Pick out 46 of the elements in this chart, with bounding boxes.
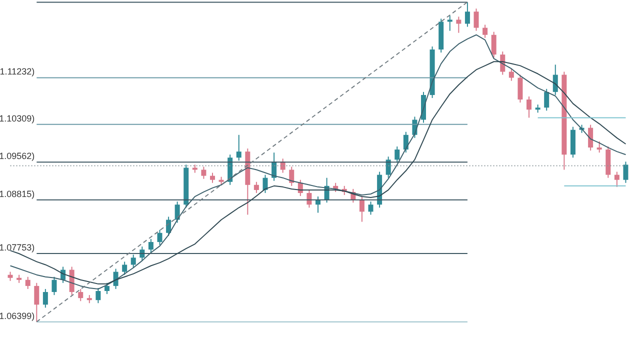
- candlestick: [456, 16, 462, 34]
- candlestick: [359, 196, 364, 222]
- candlestick: [210, 172, 215, 184]
- candlestick: [552, 64, 558, 96]
- candlestick: [596, 140, 602, 154]
- candlestick: [8, 271, 13, 282]
- ref-line-label: 1.11232): [0, 66, 35, 77]
- candlestick: [614, 171, 620, 188]
- ref-line-label: 1.08815): [0, 188, 35, 199]
- candlestick: [25, 276, 30, 290]
- candlestick: [386, 156, 391, 178]
- candlestick: [174, 201, 180, 224]
- candlestick: [464, 2, 470, 28]
- candlestick: [474, 8, 479, 32]
- candlestick: [306, 189, 312, 208]
- ref-line-label: 1.07753): [0, 242, 35, 252]
- ref-line-label: 1.09562): [0, 151, 35, 162]
- candlestick: [236, 134, 242, 162]
- candlestick: [157, 229, 162, 246]
- candlestick: [588, 124, 594, 152]
- candlestick: [201, 166, 206, 180]
- candlestick: [289, 166, 294, 186]
- candlestick: [518, 74, 523, 104]
- candlestick: [96, 287, 101, 304]
- candlestick: [52, 276, 57, 296]
- candlestick: [254, 181, 259, 194]
- candlestick: [34, 282, 40, 322]
- candlestick: [368, 201, 374, 216]
- candlestick: [447, 15, 452, 32]
- ref-line-label: 1.06399): [0, 310, 35, 321]
- candlestick: [508, 68, 514, 82]
- candlestick: [262, 174, 268, 194]
- candlestick: [130, 254, 136, 268]
- ref-line-label: 1.10309): [0, 113, 35, 124]
- candlestick: [78, 288, 84, 302]
- candlestick: [491, 31, 496, 58]
- candlestick: [148, 238, 154, 254]
- candlestick: [122, 261, 128, 276]
- candlestick: [104, 282, 110, 295]
- candlestick: [526, 96, 532, 118]
- candlestick: [544, 88, 550, 112]
- candlestick: [403, 131, 408, 154]
- candlestick: [394, 146, 400, 164]
- candlestick: [623, 161, 628, 184]
- candlestick: [42, 288, 48, 308]
- candlestick: [482, 24, 488, 38]
